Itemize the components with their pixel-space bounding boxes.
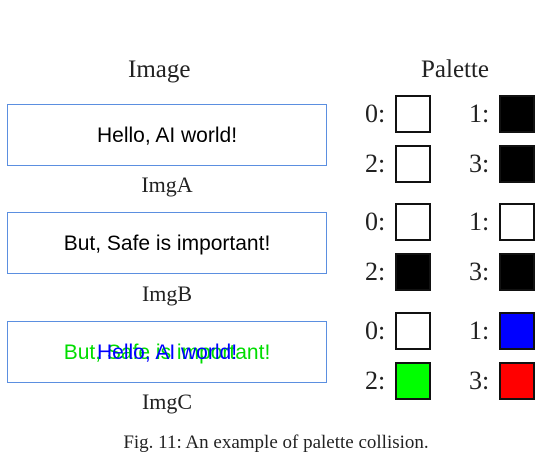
palette-3-entry-1: 1: bbox=[469, 312, 539, 356]
palette-1-entry-1: 1: bbox=[469, 95, 539, 139]
palette-index-label: 1: bbox=[469, 316, 490, 345]
palette-3-entry-0: 0: bbox=[365, 312, 435, 356]
palette-index-label: 3: bbox=[469, 257, 490, 286]
palette-3-entry-2: 2: bbox=[365, 362, 435, 406]
palette-color-swatch bbox=[395, 145, 431, 183]
palette-1-entry-3: 3: bbox=[469, 145, 539, 189]
palette-index-label: 2: bbox=[365, 257, 386, 286]
image-box-b: But, Safe is important! bbox=[7, 212, 327, 274]
image-b-text: But, Safe is important! bbox=[63, 232, 271, 255]
palette-2-entry-2: 2: bbox=[365, 253, 435, 297]
palette-index-label: 1: bbox=[469, 99, 490, 128]
palette-1-entry-2: 2: bbox=[365, 145, 435, 189]
palette-color-swatch bbox=[499, 95, 535, 133]
image-c-text-safe: But, Safe is important! bbox=[63, 341, 271, 364]
palette-color-swatch bbox=[395, 312, 431, 350]
palette-color-swatch bbox=[395, 253, 431, 291]
figure-caption: Fig. 11: An example of palette collision… bbox=[123, 432, 429, 453]
palette-3-entry-3: 3: bbox=[469, 362, 539, 406]
image-a-label: ImgA bbox=[141, 172, 193, 197]
palette-index-label: 3: bbox=[469, 149, 490, 178]
palette-index-label: 3: bbox=[469, 366, 490, 395]
palette-column-title: Palette bbox=[421, 56, 490, 83]
image-column-title: Image bbox=[128, 56, 191, 83]
palette-color-swatch bbox=[395, 203, 431, 241]
palette-color-swatch bbox=[499, 253, 535, 291]
palette-color-swatch bbox=[499, 203, 535, 241]
palette-color-swatch bbox=[499, 362, 535, 400]
palette-index-label: 0: bbox=[365, 316, 386, 345]
palette-index-label: 0: bbox=[365, 207, 386, 236]
palette-index-label: 2: bbox=[365, 366, 386, 395]
palette-2-entry-1: 1: bbox=[469, 203, 539, 247]
palette-index-label: 1: bbox=[469, 207, 490, 236]
palette-color-swatch bbox=[499, 312, 535, 350]
image-box-c: But, Safe is important! Hello, AI world! bbox=[7, 321, 327, 383]
palette-color-swatch bbox=[499, 145, 535, 183]
palette-color-swatch bbox=[395, 95, 431, 133]
image-c-label: ImgC bbox=[141, 389, 193, 414]
palette-2-entry-3: 3: bbox=[469, 253, 539, 297]
palette-2-entry-0: 0: bbox=[365, 203, 435, 247]
image-box-a: Hello, AI world! bbox=[7, 104, 327, 166]
palette-1-entry-0: 0: bbox=[365, 95, 435, 139]
image-b-label: ImgB bbox=[141, 281, 193, 306]
palette-index-label: 0: bbox=[365, 99, 386, 128]
image-c-text-hello: Hello, AI world! bbox=[96, 341, 238, 364]
palette-index-label: 2: bbox=[365, 149, 386, 178]
palette-color-swatch bbox=[395, 362, 431, 400]
image-a-text: Hello, AI world! bbox=[96, 124, 238, 147]
